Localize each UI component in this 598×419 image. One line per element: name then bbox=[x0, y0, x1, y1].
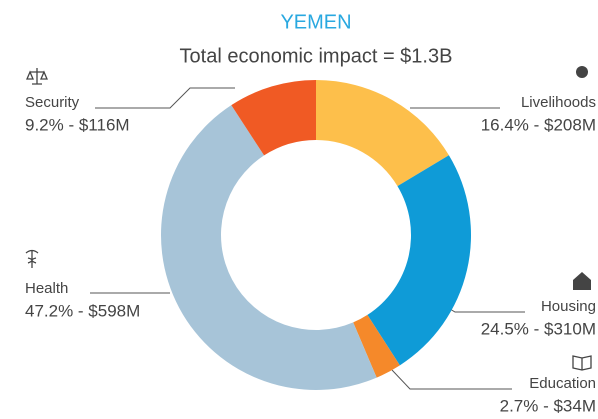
slice-label: Education bbox=[529, 375, 596, 392]
leader-line bbox=[95, 87, 235, 109]
slice bbox=[231, 80, 316, 156]
value-label: 9.2% - $116M bbox=[25, 115, 130, 134]
slice bbox=[353, 314, 400, 378]
housing-icon bbox=[573, 272, 591, 290]
value-label: 2.7% - $34M bbox=[500, 396, 596, 415]
slice-label: Livelihoods bbox=[521, 94, 596, 111]
security-icon bbox=[26, 68, 48, 85]
value-label: 16.4% - $208M bbox=[481, 115, 596, 134]
icons bbox=[25, 66, 592, 371]
slice-label: Security bbox=[25, 94, 80, 111]
value-label: 24.5% - $310M bbox=[481, 319, 596, 338]
slice bbox=[367, 155, 472, 366]
slice bbox=[161, 105, 377, 390]
education-icon bbox=[572, 355, 592, 371]
health-icon bbox=[25, 249, 39, 268]
leader-line bbox=[391, 369, 512, 390]
chart-subtitle: Total economic impact = $1.3B bbox=[180, 45, 453, 67]
slice-label: Health bbox=[25, 280, 68, 297]
value-label: 47.2% - $598M bbox=[25, 301, 140, 320]
chart-title: YEMEN bbox=[280, 11, 351, 33]
slice bbox=[316, 80, 449, 187]
slice-label: Housing bbox=[541, 298, 596, 315]
livelihoods-icon bbox=[576, 66, 588, 78]
